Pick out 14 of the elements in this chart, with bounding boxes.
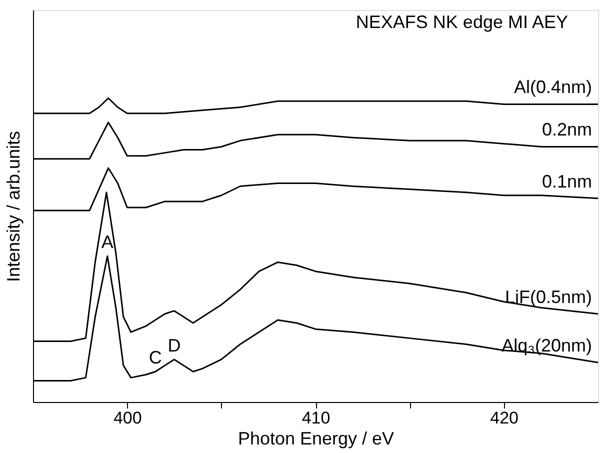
x-axis-title: Photon Energy / eV [238,428,394,448]
chart-title: NEXAFS NK edge MI AEY [356,12,568,32]
x-tick-label: 410 [302,408,330,428]
annotation: A [101,232,114,252]
series-label: 0.2nm [542,120,592,140]
series-label: 0.1nm [542,171,592,192]
annotation: D [168,335,181,356]
series-label: Al(0.4nm) [514,77,592,98]
series-label: Alq₃(20nm) [502,335,592,356]
x-tick-label: 420 [490,408,519,428]
x-tick-label: 400 [113,408,142,428]
series-label: LiF(0.5nm) [504,286,592,307]
y-axis-title: Intensity / arb.units [4,130,24,282]
annotation: C [148,348,162,368]
